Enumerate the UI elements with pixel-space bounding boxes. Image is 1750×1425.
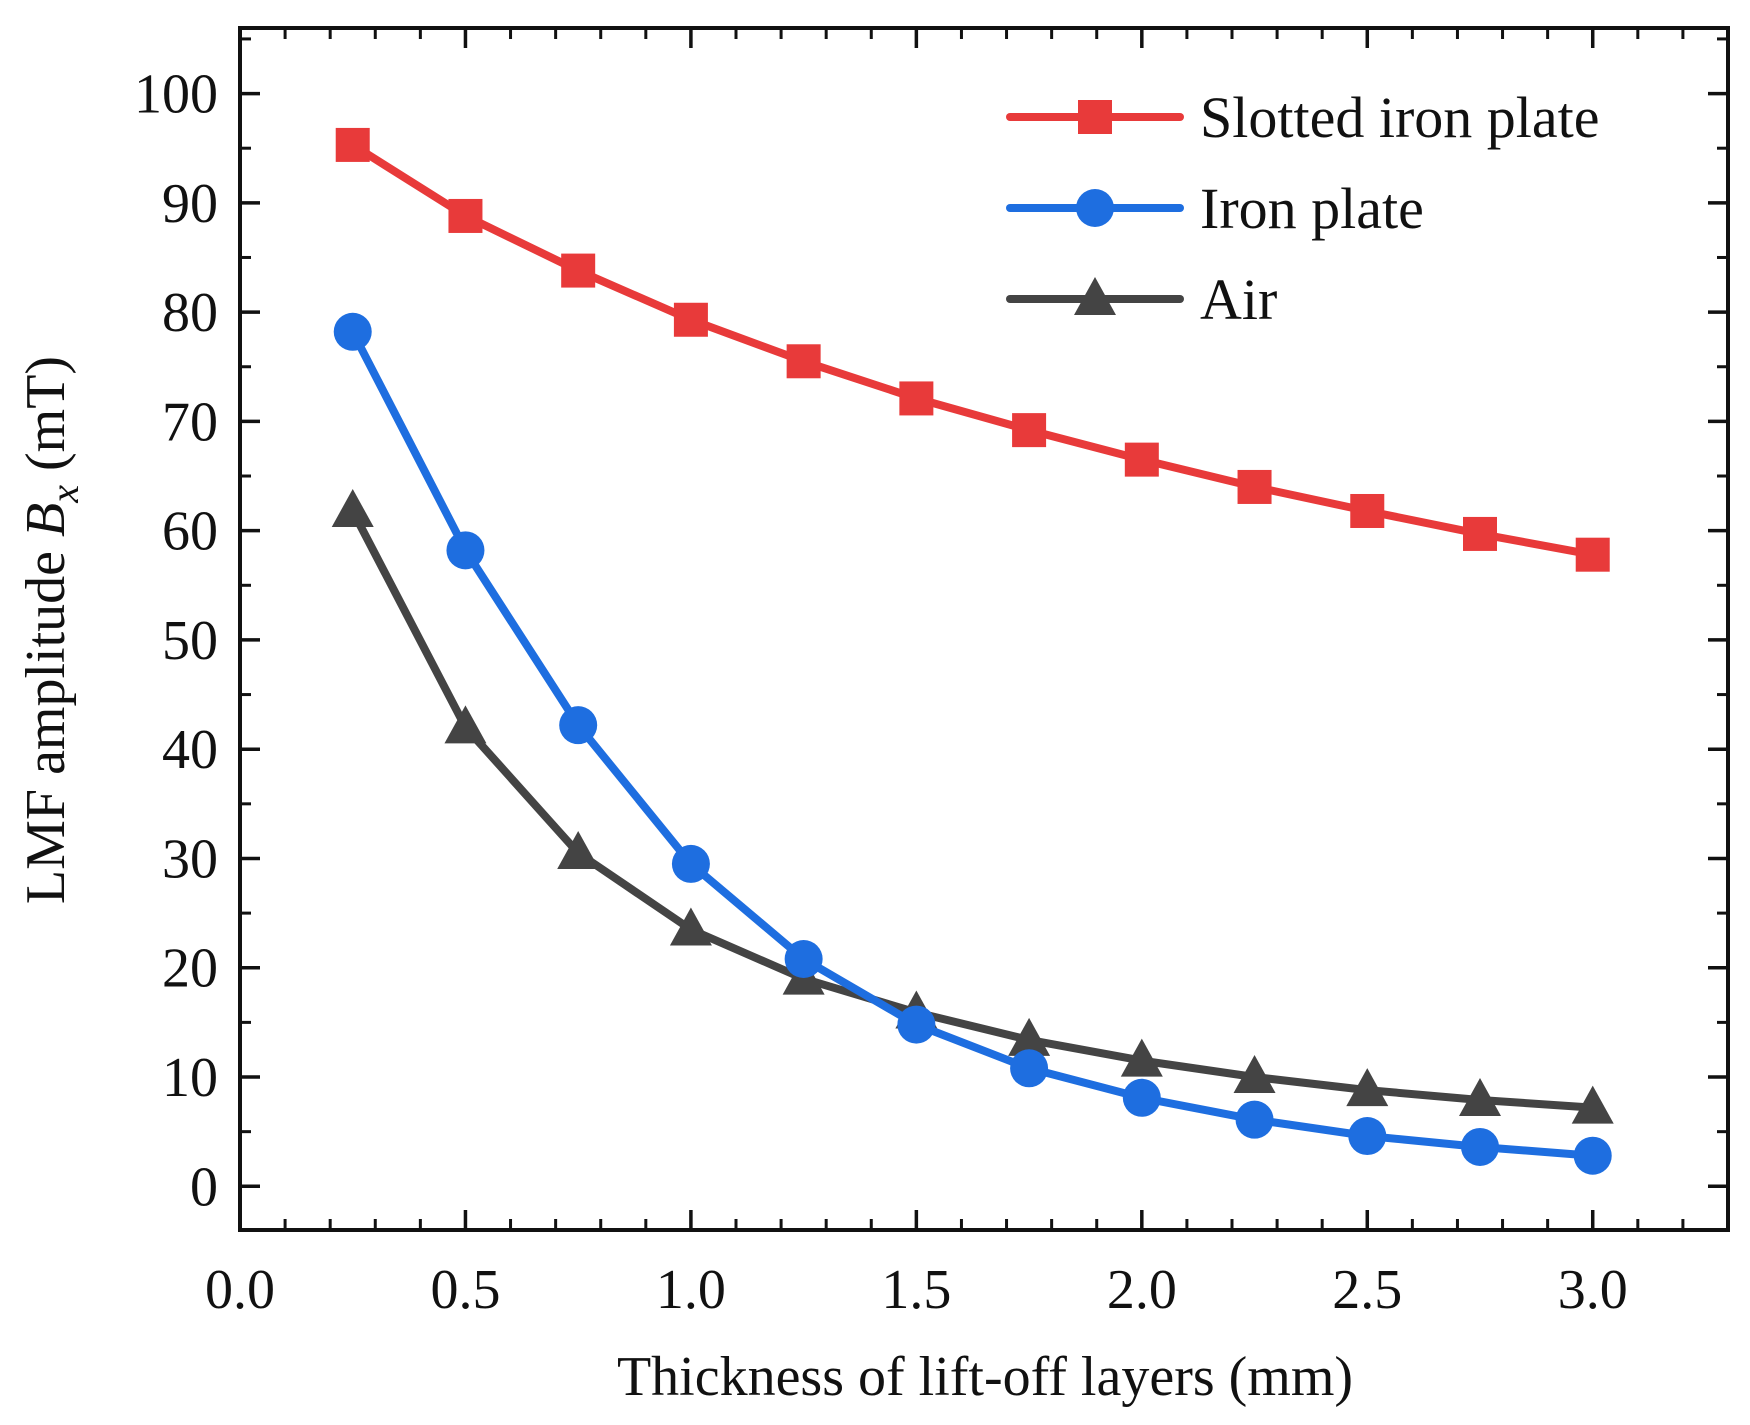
x-tick-label: 1.5 (881, 1259, 951, 1321)
y-tick-label: 0 (190, 1156, 218, 1218)
data-point-air (1233, 1055, 1276, 1094)
y-axis-title-prefix: LMF amplitude (15, 537, 77, 904)
data-point-air (1459, 1077, 1501, 1116)
data-point-slotted-iron-plate (335, 127, 370, 162)
legend-item-slotted-iron-plate: Slotted iron plate (1006, 85, 1600, 150)
data-point-slotted-iron-plate (786, 344, 821, 379)
legend-marker (1076, 189, 1114, 227)
legend: Slotted iron plate Iron plate Air (1006, 85, 1600, 332)
data-point-slotted-iron-plate (561, 253, 596, 288)
x-tick-label: 0.5 (430, 1259, 500, 1321)
series-slotted-iron-plate (335, 127, 1610, 572)
data-point-iron-plate (1461, 1127, 1499, 1166)
series-iron-plate (333, 312, 1612, 1175)
x-tick-label: 2.5 (1332, 1259, 1402, 1321)
data-point-iron-plate (1010, 1049, 1049, 1088)
y-axis-title-suffix: (mT) (15, 356, 77, 485)
y-tick-label: 100 (134, 64, 218, 126)
series-line-slotted-iron-plate (348, 140, 1597, 559)
x-tick-label: 2.0 (1107, 1259, 1177, 1321)
legend-item-air: Air (1006, 267, 1277, 332)
data-point-air (1120, 1038, 1163, 1077)
data-point-air (1346, 1068, 1389, 1107)
x-tick-label: 0.0 (205, 1259, 275, 1321)
x-axis-title: Thickness of lift-off layers (mm) (617, 1346, 1353, 1408)
data-point-air (331, 488, 374, 527)
y-axis-title: LMF amplitude Bx (mT) (15, 356, 87, 904)
series-air (331, 488, 1614, 1124)
legend-marker (1074, 277, 1116, 315)
data-point-slotted-iron-plate (1237, 469, 1272, 504)
data-point-iron-plate (671, 844, 710, 883)
y-tick-label: 40 (162, 719, 218, 781)
data-point-slotted-iron-plate (1012, 413, 1047, 448)
legend-item-iron-plate: Iron plate (1006, 176, 1424, 241)
data-point-iron-plate (784, 940, 823, 979)
data-point-slotted-iron-plate (1124, 442, 1159, 477)
data-point-air (557, 831, 600, 870)
x-tick-label: 3.0 (1558, 1259, 1628, 1321)
data-point-iron-plate (897, 1005, 936, 1044)
data-point-iron-plate (333, 312, 372, 351)
x-tick-labels: 0.0 0.5 1.0 1.5 2.0 2.5 3.0 (205, 1259, 1628, 1321)
x-tick-label: 1.0 (656, 1259, 726, 1321)
data-point-air (669, 907, 712, 946)
data-point-iron-plate (1348, 1117, 1387, 1156)
y-tick-label: 10 (162, 1047, 218, 1109)
legend-label: Slotted iron plate (1200, 85, 1600, 150)
data-point-slotted-iron-plate (1350, 493, 1385, 528)
data-point-iron-plate (1573, 1136, 1612, 1175)
series-line-air (348, 507, 1597, 1112)
data-point-air (444, 705, 487, 744)
data-point-iron-plate (1122, 1078, 1161, 1117)
data-point-iron-plate (1235, 1100, 1274, 1139)
data-point-slotted-iron-plate (1463, 516, 1497, 551)
y-tick-labels: 0 10 20 30 40 50 60 70 80 90 100 (134, 64, 218, 1219)
y-tick-label: 60 (162, 501, 218, 563)
legend-label: Iron plate (1200, 176, 1424, 241)
series-layer (331, 127, 1614, 1175)
data-point-air (1571, 1085, 1614, 1124)
data-point-iron-plate (446, 531, 485, 570)
data-point-slotted-iron-plate (448, 198, 483, 233)
data-point-slotted-iron-plate (1575, 537, 1610, 572)
y-axis-title-symbol: B (15, 503, 77, 537)
y-tick-label: 70 (162, 391, 218, 453)
data-point-iron-plate (559, 706, 598, 745)
legend-marker (1078, 100, 1112, 134)
data-point-slotted-iron-plate (673, 302, 708, 337)
y-tick-label: 20 (162, 938, 218, 1000)
y-tick-label: 80 (162, 282, 218, 344)
data-point-air (1008, 1017, 1051, 1056)
plot-frame (238, 26, 1730, 1232)
y-tick-label: 50 (162, 610, 218, 672)
y-tick-label: 30 (162, 828, 218, 890)
y-tick-label: 90 (162, 173, 218, 235)
legend-label: Air (1200, 267, 1277, 332)
y-axis-title-subscript: x (42, 485, 87, 504)
data-point-slotted-iron-plate (899, 381, 934, 416)
